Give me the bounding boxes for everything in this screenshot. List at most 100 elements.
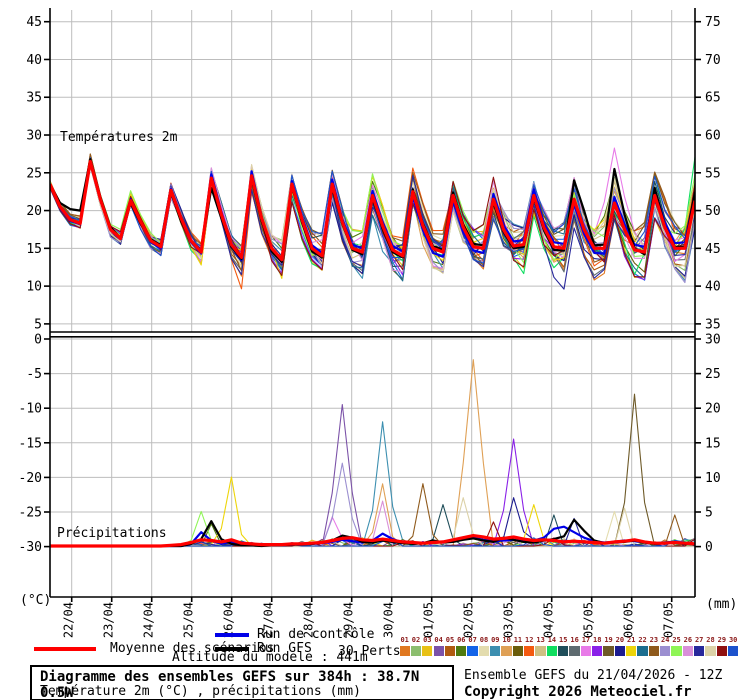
y-axis-left-tick-label: 15 — [26, 242, 42, 257]
perturbation-key-22: 22 — [637, 636, 648, 656]
perturbation-number: 17 — [581, 636, 591, 644]
diagram-title-box: Diagramme des ensembles GEFS sur 384h : … — [30, 665, 454, 700]
perturbation-color-swatch — [580, 646, 592, 656]
perturbation-key-04: 04 — [433, 636, 444, 656]
perturbation-number: 18 — [593, 636, 602, 644]
x-axis-date-label: 28/04 — [302, 602, 316, 638]
perturbation-number: 08 — [479, 636, 489, 644]
perturbation-color-swatch — [410, 646, 422, 656]
perturbation-key-19: 19 — [603, 636, 614, 656]
y-axis-left-tick-label: -10 — [19, 402, 42, 417]
perturbation-number: 27 — [694, 636, 704, 644]
y-axis-left-tick-label: 20 — [26, 204, 42, 219]
perturbation-number: 10 — [502, 636, 511, 644]
perturbation-key-18: 18 — [592, 636, 603, 656]
ensemble-chart: 45 40 35 30 25 20 15 10 5 0 -5 -10 -15 -20 -25 -30 75 70 6… — [18, 8, 738, 639]
perturbation-number: 07 — [468, 636, 477, 644]
perturbation-color-swatch — [648, 646, 660, 656]
y-axis-left-tick-label: -15 — [19, 436, 42, 451]
ensemble-mean-precip-line — [50, 533, 695, 548]
perturbation-number: 06 — [457, 636, 466, 644]
perturbation-number: 03 — [423, 636, 432, 644]
y-axis-left-tick-label: 25 — [26, 166, 42, 181]
y-axis-right-tick-label: 0 — [705, 540, 713, 555]
perturbation-key-06: 06 — [456, 636, 467, 656]
perturbation-number: 20 — [615, 636, 625, 644]
x-axis-date-label: 07/05 — [662, 602, 676, 638]
perturbation-color-swatch — [433, 646, 444, 656]
perturbation-color-swatch — [558, 646, 569, 656]
x-axis-date-label: 25/04 — [182, 602, 196, 638]
perturbation-number: 09 — [491, 636, 500, 644]
control-run-legend-label: Run de contrôle — [257, 627, 375, 642]
x-axis-date-label: 23/04 — [102, 602, 116, 638]
perturbation-number: 22 — [638, 636, 647, 644]
perturbation-key-12: 12 — [524, 636, 535, 656]
perturbation-color-swatch — [456, 646, 467, 656]
perturbation-color-swatch — [626, 646, 637, 656]
perturbation-key-15: 15 — [558, 636, 569, 656]
perturbation-color-swatch — [444, 646, 456, 656]
perturbation-color-swatch — [535, 646, 546, 656]
y-axis-right-tick-label: 25 — [705, 367, 721, 382]
y-axis-right-tick-label: 55 — [705, 166, 721, 181]
perturbation-color-swatch — [637, 646, 648, 656]
chart-svg: 454035302520151050-5-10-15-20-25-3075706… — [18, 8, 738, 639]
perturbation-color-swatch — [728, 646, 739, 656]
y-axis-left-tick-label: 35 — [26, 91, 42, 106]
perturbation-color-swatch — [524, 646, 535, 656]
perturbation-color-swatch — [682, 646, 694, 656]
x-axis-date-label: 26/04 — [222, 602, 236, 638]
perturbations-color-key: 01 02 03 04 05 06 07 08 09 10 11 12 13 14 15 16 17 18 19 20… — [399, 636, 739, 656]
perturbation-color-swatch — [478, 646, 490, 656]
x-axis-date-label: 24/04 — [142, 602, 156, 638]
perturbation-key-17: 17 — [580, 636, 592, 656]
y-axis-left-tick-label: 40 — [26, 53, 42, 68]
y-axis-right-tick-label: 5 — [705, 506, 713, 521]
x-axis-date-label: 30/04 — [382, 602, 396, 638]
perturbation-number: 26 — [683, 636, 693, 644]
perturbation-key-14: 14 — [546, 636, 558, 656]
perturbation-number: 15 — [559, 636, 568, 644]
perturbation-color-swatch — [614, 646, 626, 656]
perturbation-number: 30 — [728, 636, 738, 644]
x-axis-date-label: 05/05 — [582, 602, 596, 638]
perturbation-number: 04 — [434, 636, 443, 644]
perturbation-key-08: 08 — [478, 636, 490, 656]
perturbation-color-swatch — [569, 646, 580, 656]
perturbation-key-24: 24 — [660, 636, 671, 656]
x-axis-date-label: 02/05 — [462, 602, 476, 638]
y-axis-right-tick-label: 50 — [705, 204, 721, 219]
temperature-panel-label: Températures 2m — [60, 130, 178, 145]
perturbation-key-07: 07 — [467, 636, 478, 656]
perturbation-number: 12 — [525, 636, 534, 644]
perturbation-key-16: 16 — [569, 636, 580, 656]
perturbation-key-29: 29 — [716, 636, 727, 656]
perturbation-number: 28 — [706, 636, 715, 644]
perturbation-key-01: 01 — [399, 636, 410, 656]
perturbation-key-25: 25 — [671, 636, 682, 656]
y-axis-right-tick-label: 20 — [705, 402, 721, 417]
perturbation-key-21: 21 — [626, 636, 637, 656]
precipitation-panel-label: Précipitations — [57, 526, 167, 541]
y-axis-right-tick-label: 30 — [705, 333, 721, 348]
perturbation-key-30: 30 — [728, 636, 739, 656]
mean-legend-line — [34, 647, 96, 651]
model-altitude-label: Altitude du modele : 441m — [172, 650, 368, 665]
x-axis-date-label: 29/04 — [342, 602, 356, 638]
y-axis-right-tick-label: 40 — [705, 280, 721, 295]
perturbation-number: 21 — [627, 636, 636, 644]
perturbation-number: 02 — [411, 636, 421, 644]
y-axis-right-tick-label: 35 — [705, 317, 721, 332]
perturbation-color-swatch — [705, 646, 716, 656]
perturbation-color-swatch — [490, 646, 501, 656]
perturbation-number: 25 — [672, 636, 681, 644]
perturbation-key-03: 03 — [422, 636, 433, 656]
perturbation-key-10: 10 — [501, 636, 512, 656]
perturbation-color-swatch — [671, 646, 682, 656]
left-unit-label: (°C) — [20, 593, 51, 608]
y-axis-right-tick-label: 15 — [705, 436, 721, 451]
gfs-run-legend-line — [215, 647, 249, 651]
perturbation-key-28: 28 — [705, 636, 716, 656]
